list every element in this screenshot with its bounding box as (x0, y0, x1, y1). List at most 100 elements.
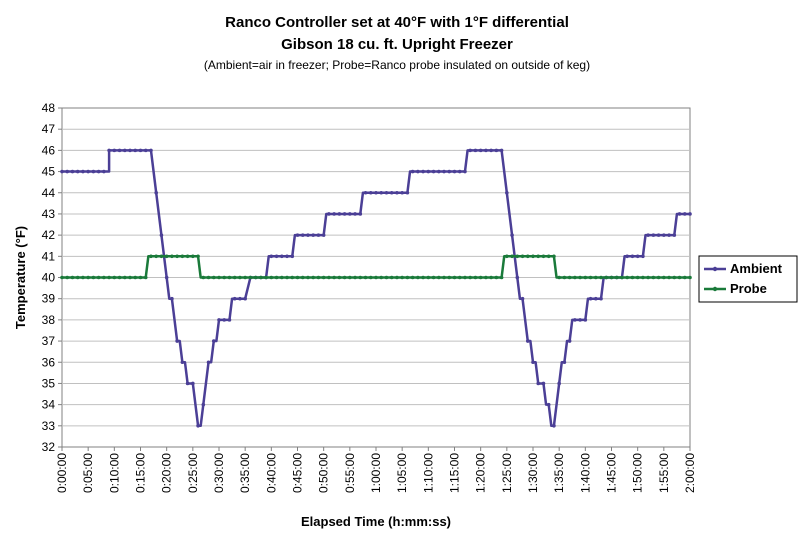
ambient-data-point (327, 212, 331, 216)
probe-data-point (525, 254, 530, 259)
ambient-data-point (133, 148, 138, 153)
ambient-data-point (201, 402, 206, 407)
probe-data-point (562, 275, 567, 280)
y-tick-label: 34 (42, 398, 56, 412)
ambient-data-point (505, 190, 509, 195)
probe-data-point (505, 254, 509, 259)
probe-data-point (180, 254, 185, 259)
ambient-data-point (274, 254, 279, 259)
ambient-data-point (358, 212, 363, 216)
probe-data-point (149, 254, 153, 259)
ambient-data-point (348, 212, 352, 216)
probe-data-point (175, 254, 179, 259)
x-tick-label: 0:50:00 (317, 453, 331, 493)
probe-data-point (358, 275, 363, 280)
probe-data-point (463, 275, 467, 280)
probe-data-point (102, 275, 106, 280)
probe-data-point (677, 275, 682, 280)
x-tick-label: 0:15:00 (134, 453, 148, 493)
probe-data-point (536, 254, 541, 259)
ambient-data-point (536, 381, 541, 386)
probe-data-point (211, 275, 216, 280)
ambient-data-point (437, 169, 441, 174)
probe-data-point (583, 275, 588, 280)
probe-data-point (484, 275, 488, 280)
probe-data-point (342, 275, 347, 280)
ambient-data-point (363, 190, 368, 195)
probe-data-point (662, 275, 666, 280)
probe-data-point (604, 275, 609, 280)
probe-data-point (452, 275, 457, 280)
probe-data-point (389, 275, 394, 280)
probe-data-point (170, 254, 174, 259)
probe-data-point (567, 275, 572, 280)
ambient-data-point (677, 212, 682, 216)
y-axis-label: Temperature (°F) (13, 226, 28, 329)
probe-data-point (410, 275, 415, 280)
ambient-data-point (499, 148, 504, 153)
x-tick-label: 1:05:00 (395, 453, 409, 493)
probe-data-point (164, 254, 169, 259)
x-axis-ticks: 0:00:00 0:05:00 0:10:00 0:15:00 0:20:00 0:25:… (55, 447, 697, 493)
probe-data-point (431, 275, 436, 280)
probe-data-point (196, 254, 200, 259)
ambient-data-point (143, 148, 148, 153)
x-tick-label: 1:55:00 (657, 453, 671, 493)
ambient-data-point (211, 339, 216, 343)
y-tick-label: 41 (42, 249, 56, 263)
probe-data-point (269, 275, 274, 280)
probe-data-point (285, 275, 289, 280)
ambient-data-point (405, 190, 410, 195)
legend-probe-marker (712, 286, 718, 292)
probe-data-point (337, 275, 342, 280)
probe-data-point (117, 275, 122, 280)
ambient-data-point (128, 148, 132, 153)
x-tick-label: 1:00:00 (369, 453, 383, 493)
probe-data-point (599, 275, 603, 280)
probe-data-point (374, 275, 378, 280)
ambient-data-point (368, 190, 373, 195)
probe-data-point (259, 275, 263, 280)
ambient-data-point (525, 339, 530, 343)
x-tick-label: 1:25:00 (500, 453, 514, 493)
probe-data-point (107, 275, 111, 280)
ambient-data-point (175, 339, 179, 343)
ambient-data-point (457, 169, 462, 174)
ambient-data-point (149, 148, 153, 153)
ambient-data-point (520, 296, 525, 301)
ambient-data-point (374, 190, 378, 195)
probe-data-point (96, 275, 101, 280)
x-tick-label: 0:10:00 (107, 453, 121, 493)
probe-data-point (510, 254, 514, 259)
ambient-data-point (96, 169, 101, 174)
y-tick-label: 37 (42, 334, 56, 348)
x-tick-label: 1:15:00 (448, 453, 462, 493)
ambient-data-point (332, 212, 336, 216)
x-tick-label: 0:35:00 (238, 453, 252, 493)
ambient-data-point (353, 212, 357, 216)
probe-markers (60, 254, 692, 280)
ambient-data-point (86, 169, 90, 174)
probe-data-point (651, 275, 656, 280)
probe-data-point (546, 254, 551, 259)
ambient-data-point (667, 233, 671, 237)
ambient-data-point (164, 275, 169, 280)
ambient-data-point (578, 318, 582, 322)
ambient-data-point (384, 190, 389, 195)
ambient-data-point (594, 296, 598, 301)
probe-data-point (672, 275, 677, 280)
y-tick-label: 44 (42, 186, 56, 200)
probe-data-point (123, 275, 127, 280)
probe-data-point (185, 254, 190, 259)
x-tick-label: 1:35:00 (552, 453, 566, 493)
ambient-data-point (138, 148, 143, 153)
probe-data-point (253, 275, 258, 280)
probe-data-point (630, 275, 635, 280)
ambient-data-point (65, 169, 70, 174)
ambient-data-point (562, 360, 567, 365)
ambient-data-point (342, 212, 347, 216)
probe-data-point (457, 275, 462, 280)
ambient-data-point (285, 254, 289, 259)
x-tick-label: 1:30:00 (526, 453, 540, 493)
probe-data-point (499, 275, 504, 280)
